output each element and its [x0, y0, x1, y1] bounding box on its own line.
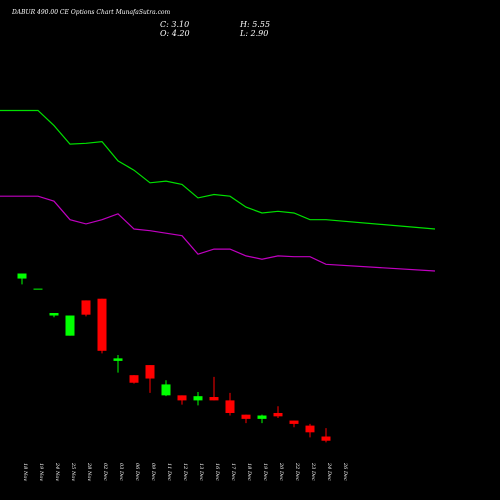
lines-layer [0, 109, 436, 272]
x-tick-label: 12 Dec [182, 463, 188, 481]
candles-layer [17, 273, 331, 443]
x-tick-label: 22 Dec [294, 462, 300, 481]
x-tick-label: 24 Dec [326, 462, 332, 481]
x-tick-label: 28 Nov [86, 462, 92, 481]
candle [193, 391, 203, 406]
candle-body [209, 397, 219, 401]
candle [321, 428, 331, 443]
candle-body [321, 436, 331, 441]
candle [289, 420, 299, 428]
candle-body [273, 412, 283, 417]
candle [97, 298, 107, 354]
candle-body [241, 414, 251, 419]
candle-body [145, 365, 155, 379]
x-tick-label: 06 Dec [134, 463, 140, 481]
candle [225, 392, 235, 416]
candle-body [97, 298, 107, 351]
series-line-1 [0, 109, 436, 230]
x-tick-labels: 18 Nov 19 Nov 24 Nov 25 Nov 28 Nov 02 Dec 03 D… [22, 462, 348, 481]
candle [129, 375, 139, 384]
candle-body [17, 273, 27, 279]
x-tick-label: 23 Dec [310, 462, 316, 481]
candle [49, 312, 59, 318]
low-value: L: 2.90 [240, 29, 269, 38]
candle-body [289, 420, 299, 424]
candle [209, 376, 219, 401]
x-tick-label: 13 Dec [198, 463, 204, 481]
x-tick-label: 24 Nov [54, 462, 60, 481]
candle-body [177, 395, 187, 401]
candle [81, 300, 91, 317]
x-tick-label: 25 Nov [70, 462, 76, 481]
candle [113, 355, 123, 373]
x-tick-label: 03 Dec [118, 463, 124, 481]
candle [305, 423, 315, 438]
x-tick-label: 18 Nov [22, 463, 28, 481]
x-tick-label: 02 Dec [102, 463, 108, 481]
x-tick-label: 26 Dec [342, 462, 348, 481]
candle-body [65, 315, 75, 336]
open-value: O: 4.20 [160, 29, 190, 38]
x-tick-label: 20 Dec [278, 462, 284, 481]
x-tick-label: 19 Nov [38, 463, 44, 481]
series-line-2 [0, 195, 436, 272]
candle-body [225, 400, 235, 413]
x-tick-label: 09 Dec [150, 463, 156, 481]
high-value: H: 5.55 [240, 20, 271, 29]
candle-body [49, 312, 59, 316]
candle-body [113, 358, 123, 361]
candle-body [129, 375, 139, 383]
candle [257, 414, 267, 424]
x-tick-label: 17 Dec [230, 463, 236, 481]
x-tick-label: 19 Dec [262, 463, 268, 481]
candle-body [81, 300, 91, 315]
candle-body [33, 288, 43, 290]
x-tick-label: 11 Dec [166, 463, 172, 481]
candle-body [161, 384, 171, 396]
candle-body [193, 396, 203, 401]
candle [161, 380, 171, 397]
candle [145, 365, 155, 393]
candle [273, 406, 283, 419]
chart-title: DABUR 490.00 CE Options Chart MunafaSutr… [12, 9, 171, 16]
candle [241, 414, 251, 424]
candle-body [257, 415, 267, 419]
candle [17, 273, 27, 285]
x-tick-label: 18 Dec [246, 463, 252, 481]
candle [33, 288, 43, 290]
close-value: C: 3.10 [160, 20, 190, 29]
candle [65, 315, 75, 336]
candle-body [305, 425, 315, 433]
x-tick-label: 16 Dec [214, 463, 220, 481]
candle [177, 395, 187, 405]
